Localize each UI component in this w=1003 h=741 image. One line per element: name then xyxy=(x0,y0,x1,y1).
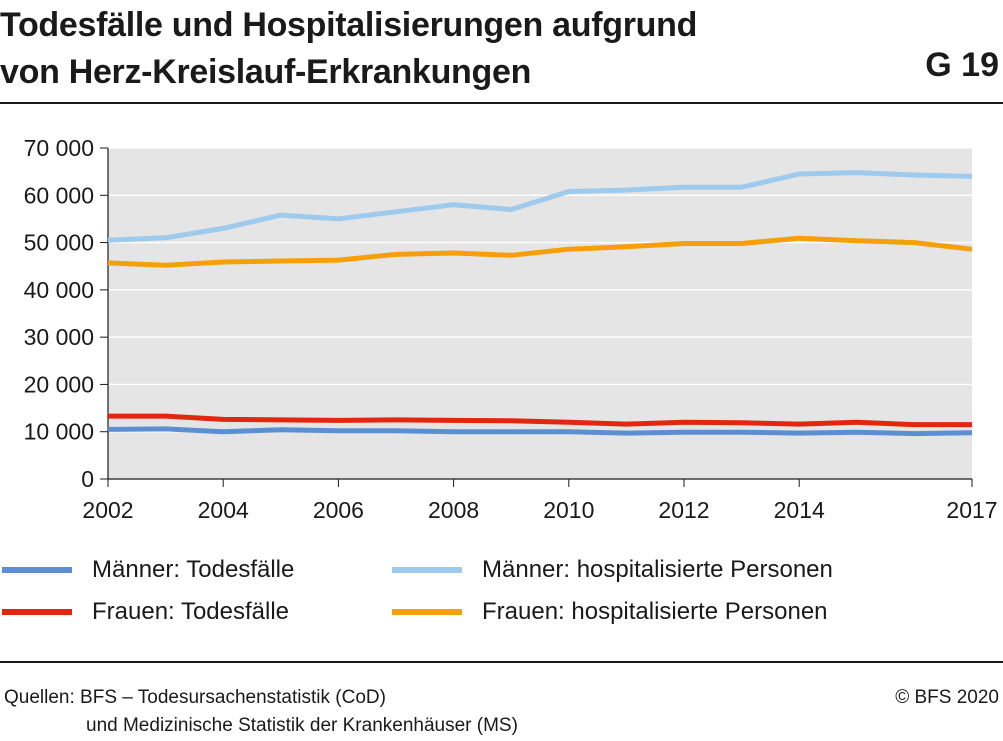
legend-label: Männer: hospitalisierte Personen xyxy=(482,556,833,583)
line-chart: 0 10 000 20 000 30 000 40 000 50 000 60 000 70 … xyxy=(24,135,998,523)
x-tick-label: 2004 xyxy=(198,497,249,523)
legend-label: Frauen: hospitalisierte Personen xyxy=(482,598,828,625)
legend-item-maenner-todesfaelle: Männer: Todesfälle xyxy=(2,555,294,585)
y-tick-label: 30 000 xyxy=(24,324,94,350)
x-tick-label: 2010 xyxy=(543,497,594,523)
y-tick-label: 50 000 xyxy=(24,230,94,256)
legend-swatch xyxy=(392,609,462,615)
y-tick-label: 60 000 xyxy=(24,182,94,208)
legend-label: Männer: Todesfälle xyxy=(92,556,295,583)
series-line xyxy=(108,413,972,428)
series-line xyxy=(107,426,973,437)
y-tick-label: 70 000 xyxy=(24,135,94,161)
chart-title: Todesfälle und Hospitalisierungen aufgru… xyxy=(0,2,880,96)
y-tick-label: 40 000 xyxy=(24,277,94,303)
series-line xyxy=(107,170,973,243)
graphic-number: G 19 xyxy=(925,46,999,84)
series-line xyxy=(107,235,973,268)
source-line-2: und Medizinische Statistik der Krankenhä… xyxy=(86,715,518,736)
x-tick-label: 2014 xyxy=(774,497,825,523)
legend-swatch xyxy=(2,567,72,573)
x-tick-label: 2012 xyxy=(658,497,709,523)
legend-item-maenner-hospitalisierte: Männer: hospitalisierte Personen xyxy=(392,555,833,585)
x-tick-label: 2006 xyxy=(313,497,364,523)
header-divider xyxy=(0,102,1003,104)
y-tick-label: 20 000 xyxy=(24,371,94,397)
copyright: © BFS 2020 xyxy=(895,687,999,708)
legend-swatch xyxy=(2,609,72,615)
y-tick-label: 0 xyxy=(81,466,94,492)
footer-divider xyxy=(0,661,1003,663)
x-tick-label: 2008 xyxy=(428,497,479,523)
legend-label: Frauen: Todesfälle xyxy=(92,598,290,625)
chart-title-line-1: Todesfälle und Hospitalisierungen aufgru… xyxy=(0,6,698,44)
source-note: Quellen: BFS – Todesursachenstatistik (C… xyxy=(4,684,518,740)
legend-item-frauen-todesfaelle: Frauen: Todesfälle xyxy=(2,597,289,627)
x-tick-label: 2017 xyxy=(946,497,997,523)
source-line-1: Quellen: BFS – Todesursachenstatistik (C… xyxy=(4,687,386,708)
legend-swatch xyxy=(392,567,462,573)
chart-title-line-2: von Herz-Kreislauf-Erkrankungen xyxy=(0,53,532,91)
legend-item-frauen-hospitalisierte: Frauen: hospitalisierte Personen xyxy=(392,597,828,627)
y-tick-label: 10 000 xyxy=(24,419,94,445)
x-tick-label: 2002 xyxy=(82,497,133,523)
